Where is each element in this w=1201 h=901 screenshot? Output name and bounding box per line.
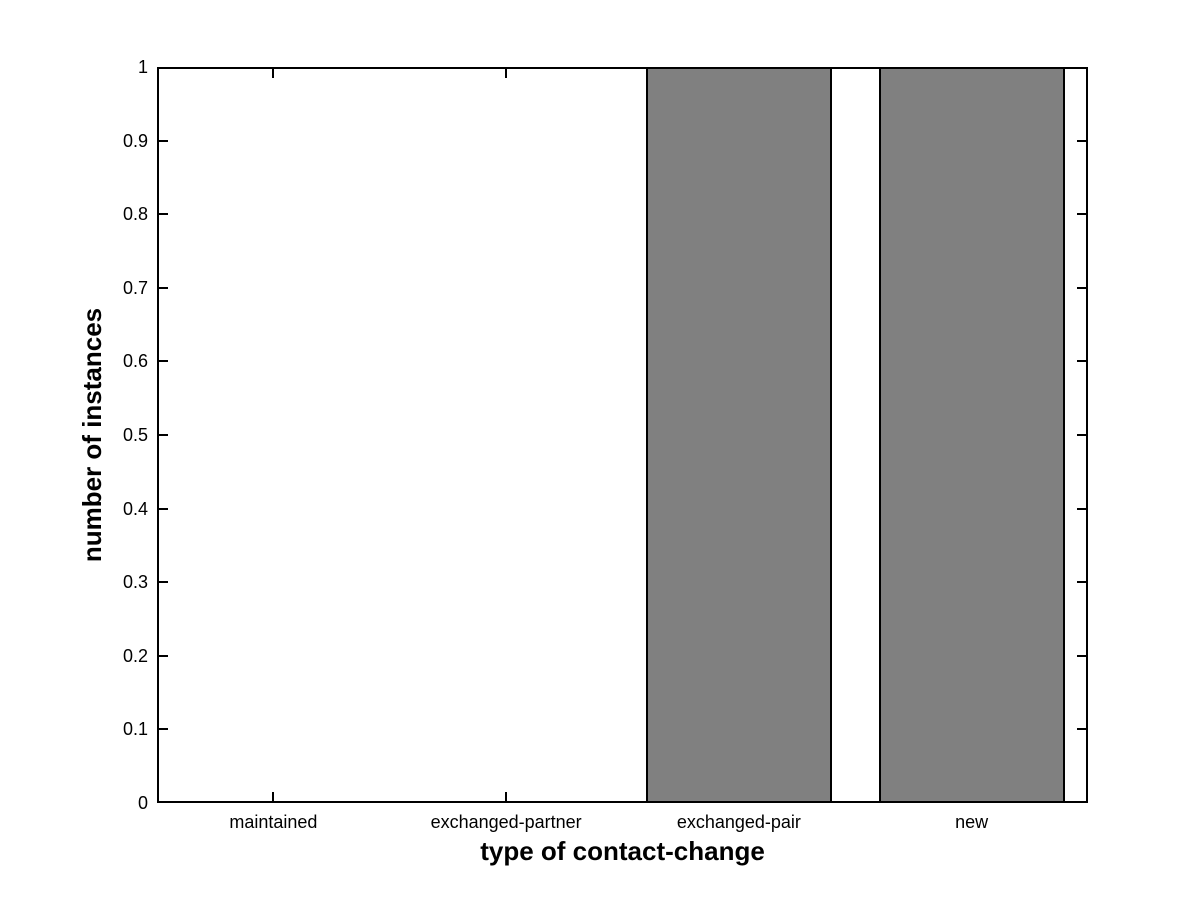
- x-tick-label: exchanged-pair: [676, 812, 801, 832]
- y-tick-label: 0.3: [122, 572, 148, 593]
- y-tick-left: [159, 360, 168, 363]
- y-tick-label: 0.6: [122, 351, 148, 372]
- y-tick-left: [159, 213, 168, 216]
- bar-new: [878, 67, 1065, 803]
- y-tick-right: [1077, 654, 1086, 657]
- y-tick-right: [1077, 360, 1086, 363]
- y-tick-right: [1077, 213, 1086, 216]
- y-tick-right: [1077, 507, 1086, 510]
- y-tick-right: [1077, 139, 1086, 142]
- y-tick-right: [1077, 286, 1086, 289]
- y-tick-left: [159, 286, 168, 289]
- bar-exchanged-pair: [645, 67, 832, 803]
- y-tick-label: 0.8: [122, 204, 148, 225]
- x-tick-label: maintained: [229, 812, 318, 832]
- y-tick-label: 0: [137, 793, 148, 813]
- y-tick-left: [159, 434, 168, 436]
- y-tick-right: [1077, 581, 1086, 584]
- y-tick-right: [1077, 434, 1086, 436]
- x-tick-label: exchanged-partner: [430, 812, 582, 832]
- y-tick-left: [159, 139, 168, 142]
- y-tick-label: 0.7: [122, 277, 148, 298]
- y-tick-label: 0.1: [122, 719, 148, 740]
- y-tick-label: 0.5: [122, 425, 148, 445]
- y-tick-label: 0.2: [122, 645, 148, 666]
- y-tick-label: 0.4: [122, 498, 148, 519]
- y-tick-left: [159, 654, 168, 657]
- y-tick-label: 0.9: [122, 130, 148, 151]
- x-tick-top: [505, 69, 508, 78]
- y-tick-left: [159, 507, 168, 510]
- y-tick-left: [159, 581, 168, 584]
- x-tick-bottom: [272, 792, 275, 801]
- y-tick-right: [1077, 728, 1086, 731]
- x-tick-label: new: [955, 812, 989, 832]
- y-tick-label: 1: [137, 57, 148, 77]
- x-tick-bottom: [505, 792, 508, 801]
- y-tick-left: [159, 728, 168, 731]
- x-axis-label: type of contact-change: [480, 836, 765, 866]
- x-tick-top: [272, 69, 275, 78]
